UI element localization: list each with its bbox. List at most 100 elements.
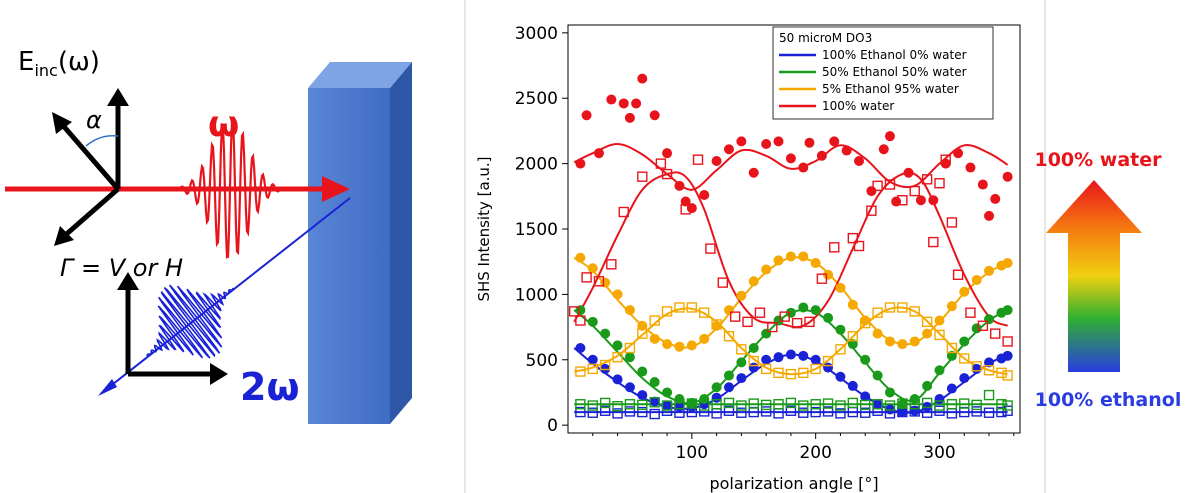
series-3-filled-point <box>649 110 660 121</box>
series-3-open-point <box>829 242 840 253</box>
series-3-open-point <box>804 316 815 328</box>
series-2-open-point <box>599 359 611 371</box>
series-2-open-point <box>934 329 945 341</box>
series-3-filled-point <box>748 167 759 178</box>
series-3-open-point <box>1002 336 1013 347</box>
series-1-open-point <box>637 399 648 411</box>
series-3-filled-point <box>761 139 772 149</box>
series-1-open-point <box>847 397 859 409</box>
series-2-open-point <box>748 355 759 367</box>
series-2-filled-point <box>612 289 623 300</box>
series-2-filled-point <box>674 341 685 352</box>
series-0-open-point <box>946 408 958 419</box>
experiment-diagram: Einc(ω) α ω Γ = V or H 2ω <box>5 47 412 424</box>
series-1-open-point <box>612 400 623 412</box>
series-3-open-point <box>872 180 883 192</box>
series-2-open-point <box>736 344 747 355</box>
series-1-open-point <box>599 397 611 409</box>
series-3-filled-point <box>723 144 734 155</box>
series-3-open-point <box>705 243 716 254</box>
series-2-open-point <box>773 367 784 379</box>
series-1-filled-point <box>723 370 734 381</box>
series-1-open-point <box>946 399 958 410</box>
field-label: Einc(ω) <box>18 47 100 80</box>
series-1-filled-point <box>674 394 685 404</box>
series-0-filled-point <box>810 354 821 365</box>
y-tick-label: 3000 <box>515 24 558 44</box>
series-3-open-point <box>990 328 1001 339</box>
series-0-filled-point <box>847 380 858 391</box>
series-2-open-point <box>983 365 995 376</box>
series-1-open-point <box>587 400 598 411</box>
series-2-filled-point <box>748 276 759 287</box>
series-3-filled-point <box>624 112 635 123</box>
y-tick-label: 2500 <box>515 89 558 109</box>
series-3-filled-point <box>804 137 815 148</box>
series-1-filled-point <box>662 387 673 398</box>
series-1-filled-point <box>699 394 710 404</box>
series-2-filled-point <box>785 251 796 262</box>
series-3-filled-point <box>711 156 722 166</box>
series-2-open-point <box>686 302 698 313</box>
series-0-open-point <box>760 406 772 417</box>
series-1-open-point <box>773 399 784 410</box>
legend-entry: 100% Ethanol 0% water <box>822 48 967 62</box>
series-1-filled-point <box>922 380 933 391</box>
series-3-open-point <box>921 174 933 185</box>
series-0-open-point <box>959 406 970 418</box>
series-1-filled-point <box>785 307 796 318</box>
series-0-filled-point <box>773 352 784 363</box>
legend-title: 50 microM DO3 <box>779 31 872 45</box>
series-3-filled-point <box>953 148 964 159</box>
series-0-open-point <box>624 406 636 417</box>
two-omega-label: 2ω <box>240 365 299 409</box>
series-1-open-point <box>959 398 970 409</box>
series-3-filled-point <box>662 148 673 159</box>
series-0-filled-point <box>612 374 623 385</box>
series-2-filled-point <box>699 333 710 344</box>
series-3-open-point <box>816 273 828 284</box>
y-tick-label: 0 <box>547 416 558 436</box>
series-0-open-point <box>822 406 834 417</box>
series-2-filled-point <box>637 320 648 331</box>
concentration-gradient-arrow: 100% water 100% ethanol <box>1034 149 1181 411</box>
series-3-open-point <box>977 320 989 331</box>
legend-entry: 5% Ethanol 95% water <box>822 82 959 96</box>
gradient-arrow-shape <box>1046 180 1142 372</box>
legend-entry: 100% water <box>822 99 894 113</box>
series-2-open-point <box>822 355 834 367</box>
series-3-open-point <box>593 276 605 287</box>
series-2-filled-point <box>587 263 598 274</box>
series-0-open-point <box>723 405 735 416</box>
series-1-filled-point <box>872 370 883 381</box>
series-2-filled-point <box>761 264 772 275</box>
series-0-open-point <box>785 405 797 416</box>
series-1-open-point <box>872 399 883 410</box>
series-1-open-point <box>649 397 660 408</box>
series-3-open-point <box>946 217 958 228</box>
series-1-filled-point <box>959 336 970 347</box>
series-1-open-point <box>983 389 995 401</box>
series-0-filled-point <box>835 371 846 382</box>
series-3-filled-point <box>878 144 889 155</box>
series-3-open-point <box>909 185 920 197</box>
series-0-open-point <box>748 406 759 418</box>
series-2-open-point <box>798 367 809 379</box>
series-1-filled-point <box>847 339 858 350</box>
series-3-open-point <box>847 232 859 244</box>
beam-arrowhead <box>322 176 350 202</box>
series-1-filled-point <box>637 366 648 377</box>
series-3-filled-point <box>606 94 617 105</box>
series-3-open-point <box>928 236 939 248</box>
series-1-open-point <box>971 399 982 411</box>
series-3-open-point <box>754 307 766 318</box>
series-0-filled-point <box>959 373 970 384</box>
series-0-open-point <box>810 406 821 418</box>
series-3-filled-point <box>575 158 586 169</box>
series-1-filled-point <box>612 340 623 351</box>
series-2-filled-point <box>662 339 673 350</box>
series-2-open-point <box>959 353 970 364</box>
series-3-open-point <box>742 316 753 328</box>
series-2-open-point <box>723 331 735 342</box>
series-0-open-point <box>575 406 586 418</box>
